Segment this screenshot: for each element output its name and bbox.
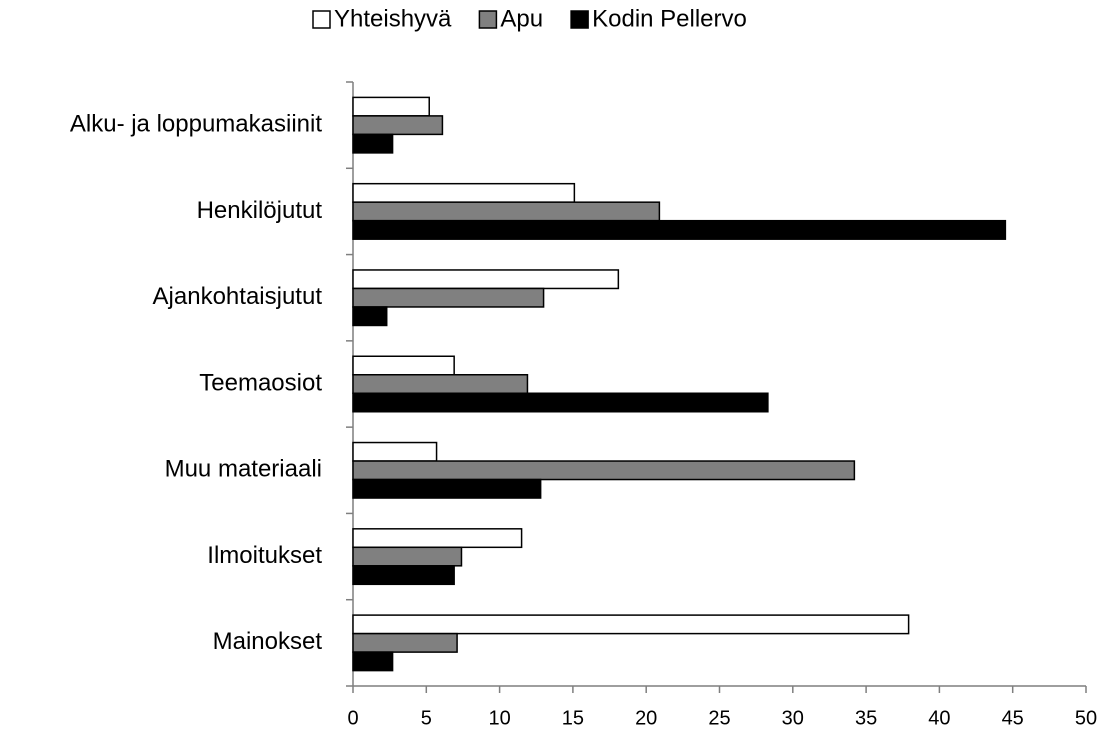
- legend-swatch: [570, 10, 589, 29]
- legend-label: Apu: [500, 5, 543, 32]
- bar: [352, 306, 388, 327]
- bar: [352, 133, 394, 154]
- legend-swatch: [312, 10, 331, 29]
- bar: [352, 219, 1007, 240]
- bar: [352, 269, 620, 290]
- bar: [352, 528, 523, 549]
- y-tick-label: Teemaosiot: [199, 369, 322, 396]
- x-tick-label: 0: [347, 707, 358, 729]
- bar: [352, 374, 529, 394]
- x-tick-label: 10: [488, 707, 510, 729]
- bar: [352, 96, 430, 117]
- x-tick-label: 45: [1002, 707, 1024, 729]
- legend-swatch: [478, 10, 498, 29]
- x-tick-label: 30: [782, 707, 804, 729]
- bar: [352, 614, 910, 635]
- x-tick-label: 40: [928, 707, 950, 729]
- x-tick-label: 35: [855, 707, 877, 729]
- bar: [352, 115, 444, 136]
- bar: [352, 392, 769, 413]
- x-tick-label: 20: [635, 707, 657, 729]
- bar: [352, 632, 458, 653]
- bar: [352, 460, 856, 481]
- bar: [352, 201, 661, 222]
- bar: [352, 565, 455, 586]
- x-tick-label: 15: [562, 707, 584, 729]
- x-tick-label: 25: [708, 707, 730, 729]
- y-tick-label: Muu materiaali: [165, 456, 322, 483]
- bar: [352, 355, 455, 376]
- x-tick-label: 5: [421, 707, 432, 729]
- legend-label: Kodin Pellervo: [592, 5, 747, 32]
- bar: [352, 478, 542, 499]
- y-tick-label: Henkilöjutut: [197, 197, 323, 224]
- y-tick-label: Alku- ja loppumakasiinit: [70, 110, 322, 137]
- bar: [352, 287, 545, 308]
- x-tick-label: 50: [1075, 707, 1097, 729]
- bar: [352, 182, 576, 203]
- bar: [352, 441, 438, 462]
- y-tick-label: Mainokset: [213, 628, 323, 655]
- bar: [352, 546, 463, 567]
- y-tick-label: Ajankohtaisjutut: [153, 283, 323, 310]
- legend-label: Yhteishyvä: [334, 5, 452, 32]
- y-tick-label: Ilmoitukset: [207, 542, 322, 569]
- bar: [352, 651, 394, 672]
